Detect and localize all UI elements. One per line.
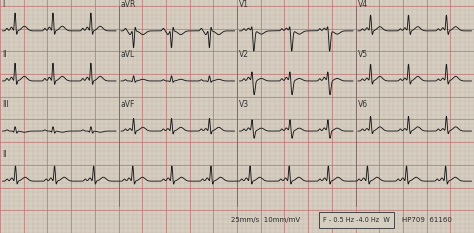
- Text: II: II: [2, 150, 7, 159]
- Text: aVL: aVL: [121, 50, 135, 59]
- Text: aVR: aVR: [121, 0, 136, 9]
- Text: V1: V1: [239, 0, 249, 9]
- Text: V4: V4: [358, 0, 368, 9]
- Text: F - 0.5 Hz -4.0 Hz  W: F - 0.5 Hz -4.0 Hz W: [323, 217, 390, 223]
- Text: III: III: [2, 100, 9, 109]
- Text: V3: V3: [239, 100, 249, 109]
- Text: HP709  61160: HP709 61160: [401, 217, 452, 223]
- Text: V5: V5: [358, 50, 368, 59]
- Text: V6: V6: [358, 100, 368, 109]
- Text: II: II: [2, 50, 7, 59]
- Text: aVF: aVF: [121, 100, 135, 109]
- Text: I: I: [2, 0, 5, 9]
- Text: 25mm/s  10mm/mV: 25mm/s 10mm/mV: [231, 217, 300, 223]
- FancyBboxPatch shape: [319, 212, 394, 228]
- Text: V2: V2: [239, 50, 249, 59]
